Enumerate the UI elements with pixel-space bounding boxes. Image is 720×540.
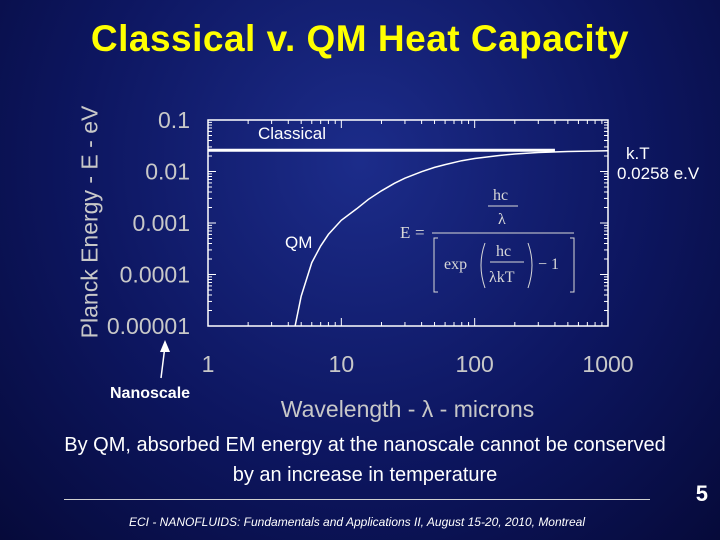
classical-annotation: Classical (258, 124, 327, 143)
slide-statement: By QM, absorbed EM energy at the nanosca… (64, 434, 666, 486)
formula-left-paren (480, 242, 486, 289)
formula-right-bracket (570, 237, 575, 293)
slide-title: Classical v. QM Heat Capacity (90, 18, 630, 59)
formula-left-bracket (433, 237, 438, 293)
formula-exp: exp (444, 256, 467, 273)
formula-num-bottom: λ (498, 211, 506, 228)
footer-divider (64, 499, 650, 500)
formula-minus-one: − 1 (538, 256, 559, 273)
axis-ticks (207, 120, 608, 327)
formula-num-top: hc (493, 187, 508, 204)
planck-formula: E = hc λ exp hc λkT − 1 (400, 187, 575, 293)
y-tick-label: 0.01 (145, 159, 190, 185)
tick-labels: 1 10 100 1000 0.1 0.01 0.001 0.0001 0.00001 (107, 107, 634, 377)
formula-right-paren (527, 242, 533, 289)
slide-footer: ECI - NANOFLUIDS: Fundamentals and Appli… (129, 515, 585, 529)
x-tick-label: 100 (455, 351, 493, 377)
series-layer (208, 148, 609, 327)
x-axis-label: Wavelength - λ - microns (280, 396, 535, 422)
qm-annotation: QM (285, 233, 313, 252)
kt-annotation-line2: 0.0258 e.V (617, 164, 700, 183)
x-tick-label: 1 (202, 351, 215, 377)
nanoscale-annotation: Nanoscale (110, 385, 191, 402)
x-tick-label: 10 (329, 351, 355, 377)
formula-inner-top: hc (496, 243, 511, 260)
formula-equals: = (415, 223, 425, 242)
nanoscale-arrow (160, 340, 170, 379)
formula-inner-bottom: λkT (489, 269, 515, 286)
y-tick-label: 0.00001 (107, 313, 190, 339)
y-tick-label: 0.1 (158, 107, 190, 133)
x-tick-label: 1000 (582, 351, 633, 377)
y-tick-label: 0.0001 (120, 262, 190, 288)
kt-annotation-line1: k.T (626, 144, 650, 163)
y-tick-label: 0.001 (132, 210, 190, 236)
formula-lhs: E (400, 223, 410, 242)
page-number: 5 (695, 481, 708, 506)
qm-curve (294, 150, 609, 327)
